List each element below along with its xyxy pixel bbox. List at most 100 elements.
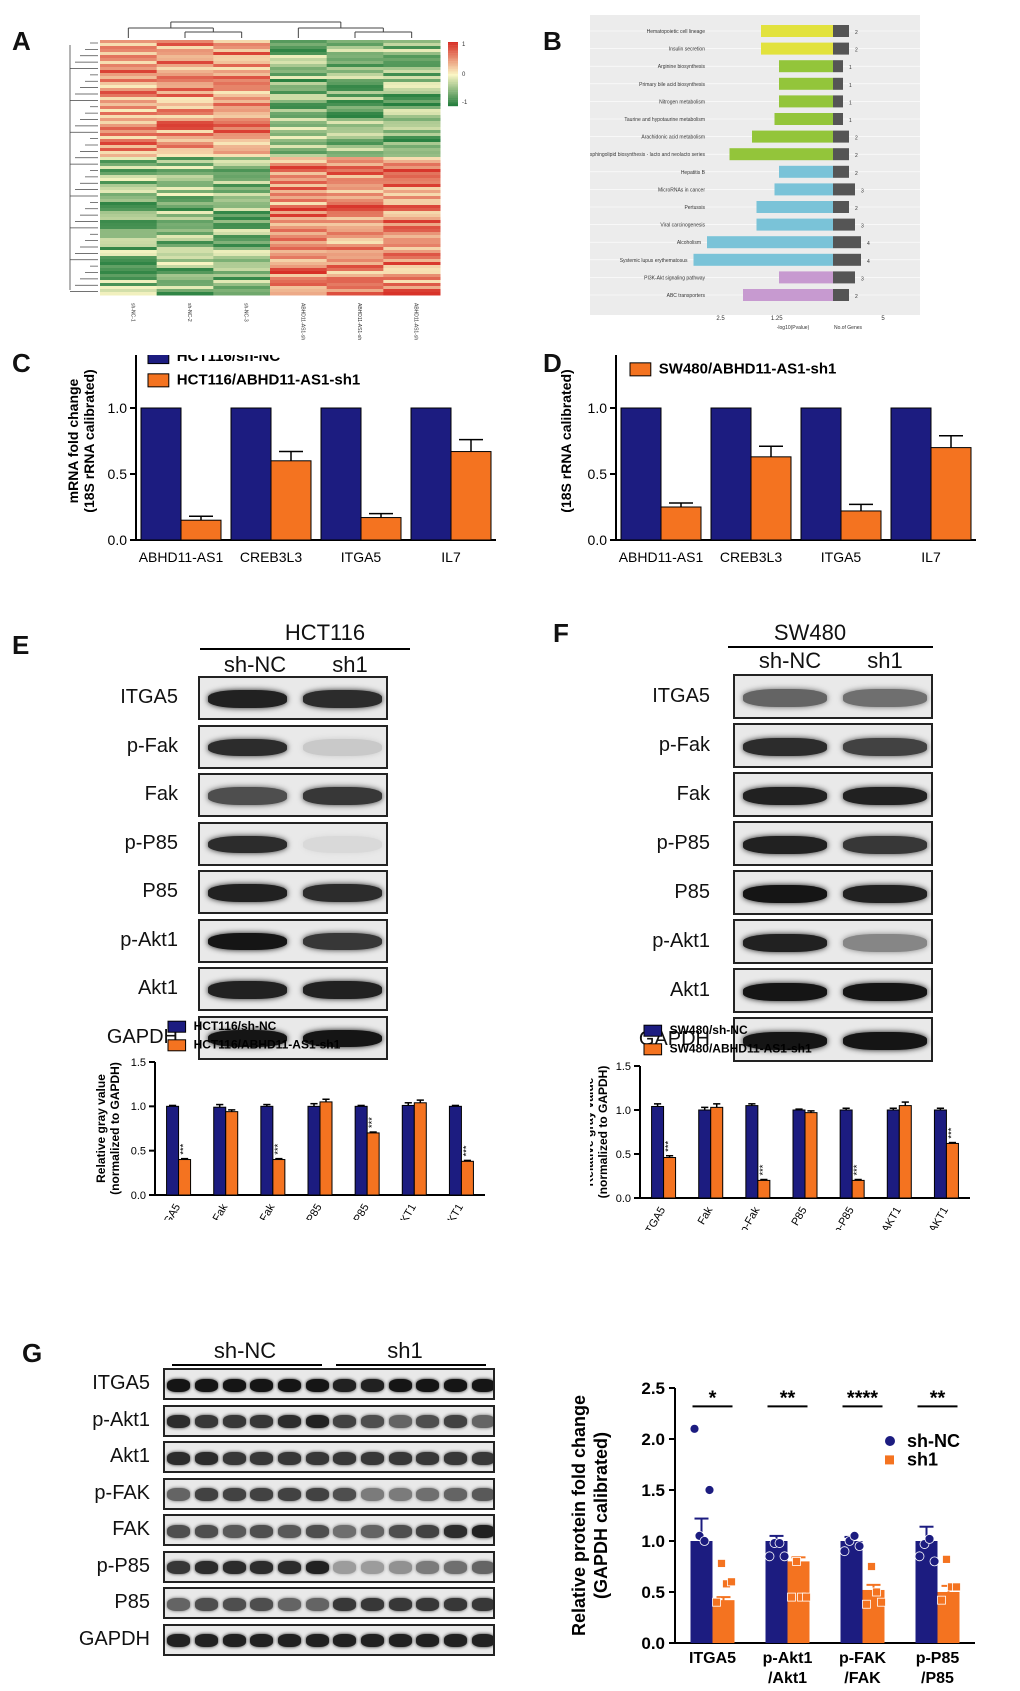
- heatmap-cell: [270, 82, 328, 86]
- heatmap-cell: [383, 157, 441, 161]
- heatmap-cell: [270, 136, 328, 140]
- heatmap-cell: [156, 193, 214, 197]
- blot-band: [443, 1561, 468, 1575]
- legend-gradient-step: [448, 70, 458, 73]
- heatmap-cell: [100, 91, 158, 95]
- gene-count-bar: [833, 25, 849, 37]
- heatmap-cell: [213, 79, 271, 83]
- bar-knockdown: [360, 517, 402, 541]
- bar-knockdown: [898, 1105, 912, 1199]
- heatmap-cell: [100, 160, 158, 164]
- heatmap-cell: [156, 178, 214, 182]
- heatmap-cell: [213, 253, 271, 257]
- legend-label: HCT116/sh-NC: [177, 355, 281, 365]
- blot-band: [388, 1488, 412, 1502]
- blot-strip: [198, 967, 388, 1011]
- gene-count-label: 3: [861, 188, 864, 194]
- blot-row-label: p-Fak: [126, 734, 178, 757]
- heatmap-cell: [213, 241, 271, 245]
- bar-chart-panel-c: 0.00.51.01.5mRNA fold change(18S rRNA ca…: [65, 355, 496, 565]
- heatmap-cell: [213, 229, 271, 233]
- legend-gradient-step: [448, 88, 458, 91]
- x-tick-label: ABHD11-AS1: [619, 549, 704, 565]
- heatmap-cell: [213, 64, 271, 68]
- heatmap-cell: [156, 160, 214, 164]
- heatmap-cell: [156, 67, 214, 71]
- heatmap-cell: [326, 193, 384, 197]
- heatmap-cell: [270, 250, 328, 254]
- blot-e-title-line: [200, 648, 410, 650]
- heatmap-cell: [213, 184, 271, 188]
- heatmap-cell: [270, 64, 328, 68]
- bar-knockdown: [750, 456, 792, 541]
- legend-gradient-step: [448, 104, 458, 107]
- heatmap-cell: [213, 208, 271, 212]
- blot-band: [207, 932, 288, 951]
- heatmap-cell: [270, 49, 328, 53]
- blot-g-group-shnc: sh-NC: [213, 1338, 277, 1363]
- blot-band: [222, 1634, 246, 1648]
- heatmap-cell: [156, 151, 214, 155]
- y-axis-label: (GAPDH calibrated): [591, 1432, 611, 1599]
- heatmap-cell: [213, 109, 271, 113]
- heatmap-cell: [100, 100, 158, 104]
- bar-knockdown: [804, 1112, 818, 1199]
- heatmap-cell: [213, 166, 271, 170]
- bar-knockdown: [663, 1157, 677, 1199]
- heatmap-cell: [213, 55, 271, 59]
- heatmap-cell: [383, 280, 441, 284]
- gene-count-label: 4: [867, 241, 870, 247]
- heatmap-cell: [100, 154, 158, 158]
- heatmap-cell: [383, 271, 441, 275]
- gene-count-label: 1: [849, 100, 852, 106]
- pathway-label: PI3K-Akt signaling pathway: [644, 275, 705, 281]
- blot-band: [360, 1561, 385, 1575]
- gene-count-bar: [833, 218, 855, 231]
- bar-control: [890, 407, 932, 541]
- heatmap-cell: [156, 49, 214, 53]
- heatmap-cell: [383, 283, 441, 287]
- blot-band: [416, 1488, 440, 1502]
- blot-band: [302, 932, 383, 951]
- legend-gradient-step: [448, 74, 458, 76]
- gene-count-label: 2: [855, 153, 858, 159]
- data-point: [792, 1556, 801, 1566]
- blot-band: [207, 835, 288, 854]
- blot-band: [443, 1634, 468, 1648]
- heatmap-cell: [383, 40, 441, 44]
- y-axis-label: Relative protein fold change: [569, 1395, 589, 1636]
- blot-band: [277, 1415, 302, 1429]
- heatmap-cell: [156, 91, 214, 95]
- heatmap-cell: [383, 247, 441, 251]
- blot-band: [471, 1524, 493, 1538]
- data-point: [914, 1551, 925, 1562]
- blot-row-label: ITGA5: [120, 686, 178, 708]
- heatmap-cell: [156, 61, 214, 65]
- significance-label: ***: [367, 1117, 377, 1128]
- heatmap-cell: [383, 49, 441, 53]
- heatmap-cell: [213, 199, 271, 203]
- legend-label: HCT116/ABHD11-AS1-sh1: [177, 371, 360, 388]
- heatmap-cell: [100, 151, 158, 155]
- y-tick-label: 0.0: [588, 532, 608, 548]
- heatmap-column-label: sh-NC-3: [243, 303, 249, 322]
- blot-band: [360, 1378, 385, 1392]
- heatmap-cell: [270, 166, 328, 170]
- bar-control: [620, 407, 662, 541]
- bar-chart-panel-e: 0.0 0.5 1.0 1.5 Relative gray value (normaliz…: [94, 1019, 485, 1220]
- blot-band: [277, 1634, 302, 1648]
- heatmap-cell: [270, 112, 328, 116]
- data-point: [839, 1546, 850, 1557]
- heatmap-cell: [270, 238, 328, 242]
- pathway-label: Hematopoietic cell lineage: [647, 29, 706, 35]
- heatmap-cell: [156, 43, 214, 47]
- pathway-bar: [729, 148, 833, 161]
- heatmap-cell: [383, 262, 441, 266]
- blot-band: [167, 1488, 191, 1502]
- blot-band: [843, 835, 927, 854]
- pathway-bar: [761, 25, 833, 37]
- blot-band: [843, 1031, 927, 1050]
- heatmap-cell: [213, 139, 271, 143]
- gene-count-bar: [833, 113, 843, 125]
- blot-row-label: FAK: [112, 1518, 150, 1540]
